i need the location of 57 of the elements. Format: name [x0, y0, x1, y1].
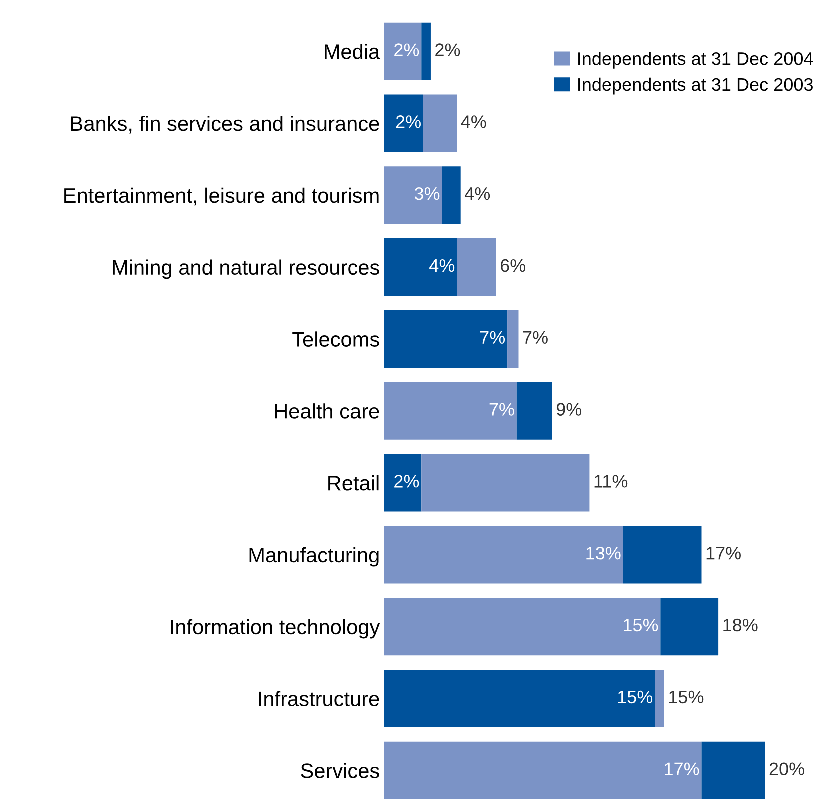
y-tick-label: Retail	[328, 475, 379, 491]
y-tick-label: Information technology	[171, 619, 380, 639]
bar	[422, 22, 431, 80]
bar	[516, 382, 552, 440]
y-tick-label: Health care	[275, 404, 380, 419]
bar	[384, 454, 422, 512]
bar	[384, 742, 702, 800]
bar	[384, 670, 656, 728]
data-label: 2%	[394, 44, 420, 56]
y-tick-label: Media	[325, 44, 380, 60]
total-label: 20%	[770, 762, 804, 776]
bar	[384, 598, 661, 656]
bar	[442, 166, 461, 224]
total-label: 7%	[523, 331, 548, 344]
data-label: 13%	[586, 546, 621, 560]
bar	[384, 94, 424, 152]
bar	[384, 382, 517, 440]
total-label: 17%	[706, 547, 741, 560]
data-label: 2%	[394, 475, 420, 488]
total-label: 18%	[724, 618, 758, 632]
bar	[655, 670, 664, 728]
bar	[384, 238, 458, 296]
total-label: 4%	[465, 188, 490, 200]
data-label: 15%	[618, 690, 653, 704]
data-label: 17%	[665, 762, 700, 776]
data-label: 15%	[624, 618, 658, 632]
data-label: 4%	[430, 259, 455, 272]
data-label: 7%	[480, 331, 506, 344]
legend-label: Independents at 31 Dec 2004	[578, 52, 814, 69]
total-label: 6%	[500, 259, 526, 272]
y-tick-label: Infrastructure	[259, 691, 380, 706]
bar	[422, 454, 590, 512]
total-label: 9%	[556, 403, 582, 416]
y-tick-label: Mining and natural resources	[113, 260, 380, 280]
y-tick-label: Manufacturing	[250, 547, 379, 567]
bar	[384, 22, 422, 80]
bar	[457, 238, 496, 296]
legend-label: Independents at 31 Dec 2003	[578, 78, 813, 95]
total-label: 2%	[436, 44, 460, 56]
data-label: 2%	[396, 116, 421, 128]
y-tick-label: Entertainment, leisure and tourism	[64, 188, 379, 206]
bar	[702, 742, 766, 800]
bar	[424, 94, 458, 152]
bar	[623, 526, 702, 584]
y-tick-label: Services	[301, 763, 380, 778]
bar	[384, 166, 442, 224]
total-label: 15%	[670, 690, 704, 704]
data-label: 7%	[490, 403, 514, 416]
total-label: 4%	[461, 116, 486, 128]
y-tick-label: Banks, fin services and insurance	[72, 116, 380, 134]
total-label: 11%	[594, 475, 628, 488]
bar	[384, 526, 624, 584]
bar	[660, 598, 719, 656]
bar	[508, 310, 519, 368]
bar	[384, 310, 508, 368]
y-tick-label: Telecoms	[292, 332, 380, 347]
data-label: 3%	[414, 187, 440, 200]
